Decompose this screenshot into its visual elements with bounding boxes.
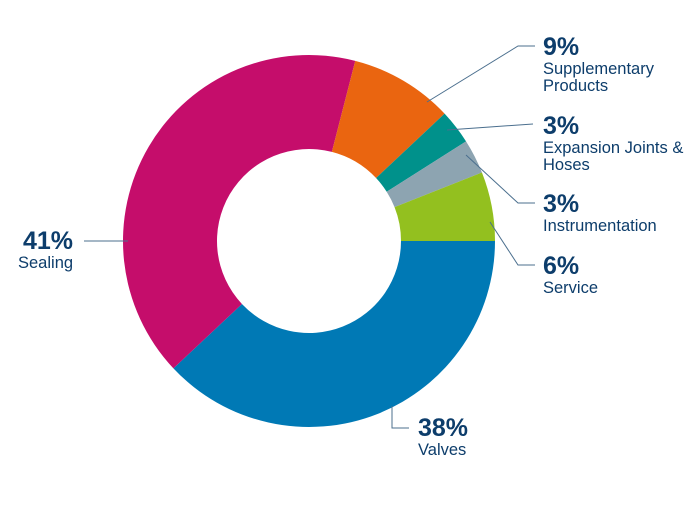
label-service-pct: 6% bbox=[543, 252, 580, 280]
slice-supplementary-products bbox=[331, 60, 445, 179]
leader-service bbox=[489, 221, 535, 266]
slice-service bbox=[394, 172, 495, 241]
label-expansion-name: Expansion Joints & Hoses bbox=[543, 139, 684, 174]
label-supplementary: 9% Supplementary Products bbox=[543, 35, 683, 95]
leader-valves bbox=[391, 406, 409, 429]
slice-expansion-joints-hoses bbox=[376, 113, 467, 192]
label-supplementary-name: Supplementary Products bbox=[543, 60, 654, 95]
label-sealing-name: Sealing bbox=[18, 254, 74, 272]
leader-expansion bbox=[446, 123, 534, 131]
label-valves: 38% Valves bbox=[418, 416, 468, 459]
slice-valves bbox=[173, 241, 495, 428]
label-valves-pct: 38% bbox=[418, 414, 469, 442]
label-service-name: Service bbox=[543, 279, 599, 297]
slice-sealing bbox=[123, 55, 356, 369]
label-sealing: 41% Sealing bbox=[18, 229, 73, 272]
leader-supplementary bbox=[426, 45, 535, 103]
label-instrumentation: 3% Instrumentation bbox=[543, 192, 657, 235]
leader-instrumentation bbox=[465, 154, 535, 204]
label-service: 6% Service bbox=[543, 254, 598, 297]
label-valves-name: Valves bbox=[418, 441, 467, 459]
label-expansion-pct: 3% bbox=[543, 112, 580, 140]
label-instrumentation-pct: 3% bbox=[543, 190, 580, 218]
slice-instrumentation bbox=[386, 141, 482, 208]
label-expansion: 3% Expansion Joints & Hoses bbox=[543, 114, 688, 174]
label-instrumentation-name: Instrumentation bbox=[543, 217, 657, 235]
label-sealing-pct: 41% bbox=[23, 227, 74, 255]
label-supplementary-pct: 9% bbox=[543, 33, 580, 61]
